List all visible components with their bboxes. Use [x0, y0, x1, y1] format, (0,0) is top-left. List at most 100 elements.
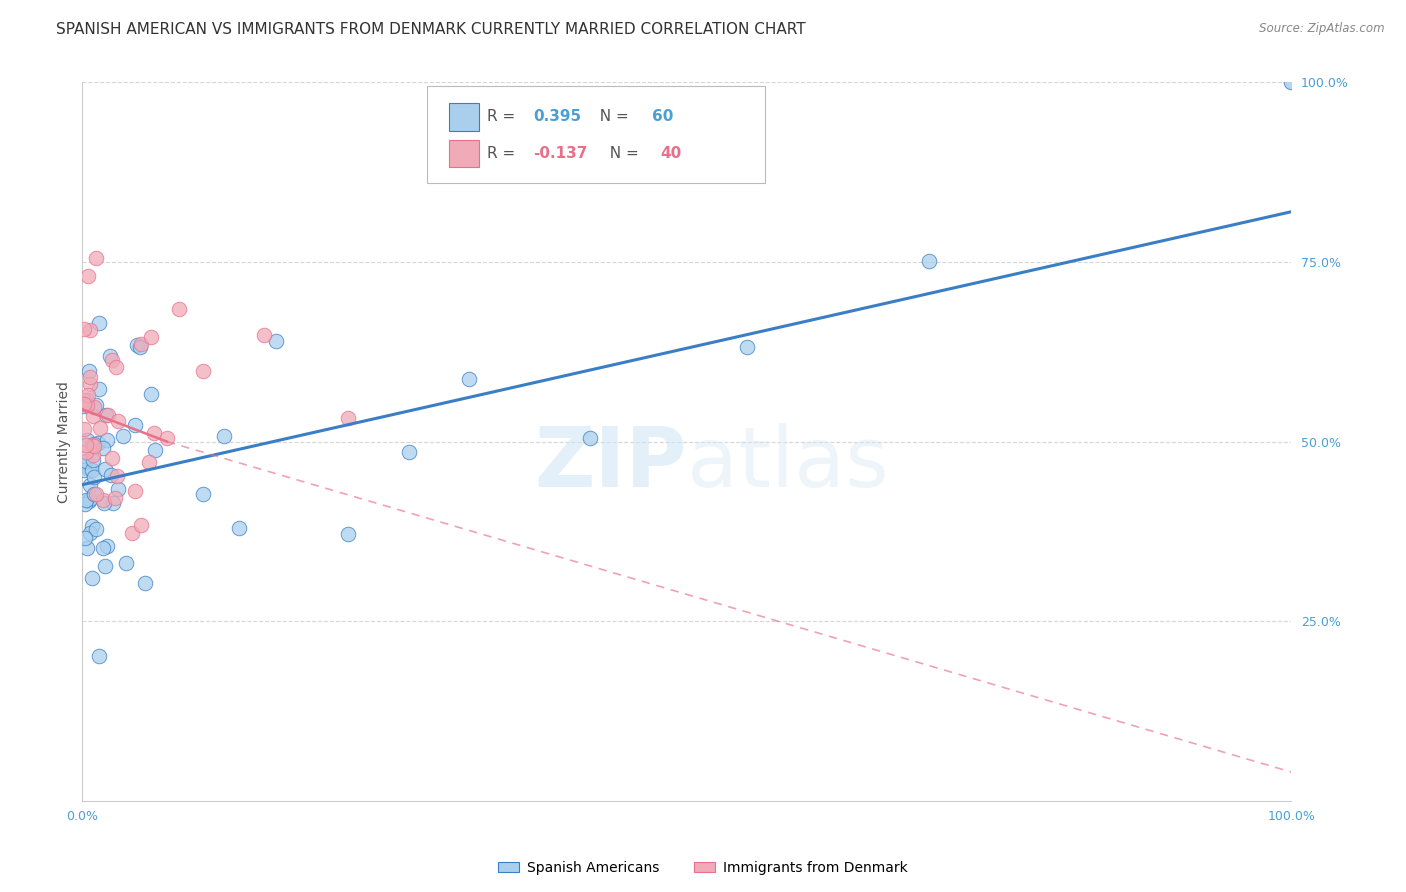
Point [193, 364, 215, 378]
Point [735, 340, 758, 354]
Point [82, 448, 104, 462]
Point [87, 649, 110, 664]
Point [91, 441, 114, 455]
Point [79, 526, 101, 541]
Point [79, 376, 101, 391]
Point [72, 455, 94, 469]
Text: R =: R = [488, 146, 520, 161]
Point [91, 492, 114, 507]
Point [103, 496, 125, 510]
Point [73, 531, 96, 545]
Point [139, 387, 162, 401]
Point [75, 437, 97, 451]
Point [115, 556, 138, 570]
Point [1279, 75, 1302, 89]
Point [77, 364, 100, 378]
Point [82, 463, 104, 477]
Point [75, 444, 97, 458]
Point [94, 461, 117, 475]
Text: SPANISH AMERICAN VS IMMIGRANTS FROM DENMARK CURRENTLY MARRIED CORRELATION CHART: SPANISH AMERICAN VS IMMIGRANTS FROM DENM… [56, 22, 806, 37]
Point [76, 433, 98, 447]
Point [79, 492, 101, 507]
Point [77, 462, 100, 476]
Point [107, 482, 129, 496]
Point [107, 469, 129, 483]
Point [193, 487, 215, 501]
Point [80, 518, 103, 533]
Point [228, 521, 250, 535]
Point [79, 478, 101, 492]
Text: 40: 40 [661, 146, 682, 161]
Point [83, 436, 105, 450]
Point [87, 436, 110, 450]
Point [72, 422, 94, 436]
FancyBboxPatch shape [427, 86, 765, 183]
FancyBboxPatch shape [449, 103, 479, 130]
Point [104, 491, 127, 505]
Point [112, 429, 135, 443]
Point [100, 468, 122, 483]
Point [337, 527, 360, 541]
Point [72, 393, 94, 408]
Point [72, 321, 94, 335]
Point [72, 463, 94, 477]
Point [97, 408, 120, 422]
Point [83, 487, 105, 501]
Point [82, 453, 104, 467]
Point [167, 301, 190, 316]
Point [121, 525, 143, 540]
Point [134, 575, 156, 590]
Point [77, 269, 100, 284]
Text: ZIP: ZIP [534, 423, 686, 504]
Point [337, 411, 360, 425]
Point [79, 323, 101, 337]
Point [143, 442, 166, 457]
Point [76, 393, 98, 408]
Point [139, 330, 162, 344]
Text: N =: N = [600, 146, 644, 161]
Text: 0.395: 0.395 [533, 110, 581, 124]
Point [458, 372, 481, 386]
Point [214, 429, 236, 443]
FancyBboxPatch shape [449, 140, 479, 167]
Legend: Spanish Americans, Immigrants from Denmark: Spanish Americans, Immigrants from Denma… [492, 855, 914, 880]
Point [96, 433, 118, 447]
Point [94, 408, 117, 422]
Point [83, 439, 105, 453]
Y-axis label: Currently Married: Currently Married [58, 381, 72, 502]
Point [398, 445, 420, 459]
Point [82, 571, 104, 585]
Point [124, 418, 146, 433]
Point [87, 383, 110, 397]
Point [76, 398, 98, 412]
Point [84, 522, 107, 536]
Point [91, 541, 114, 555]
Point [87, 316, 110, 330]
Point [73, 497, 96, 511]
Point [79, 493, 101, 508]
Point [264, 334, 287, 348]
Point [107, 414, 129, 428]
Point [142, 426, 165, 441]
Point [75, 492, 97, 507]
Text: N =: N = [591, 110, 634, 124]
Point [125, 337, 148, 351]
Text: 60: 60 [652, 110, 673, 124]
Point [124, 483, 146, 498]
Point [84, 398, 107, 412]
Point [128, 340, 150, 354]
Point [84, 251, 107, 265]
Point [101, 352, 124, 367]
Point [138, 455, 160, 469]
Point [79, 370, 101, 384]
Text: -0.137: -0.137 [533, 146, 588, 161]
Point [129, 518, 152, 533]
Text: Source: ZipAtlas.com: Source: ZipAtlas.com [1260, 22, 1385, 36]
Point [73, 397, 96, 411]
Point [83, 469, 105, 483]
Point [83, 401, 105, 415]
Point [129, 336, 152, 351]
Point [101, 451, 124, 466]
Point [75, 454, 97, 468]
Point [80, 438, 103, 452]
